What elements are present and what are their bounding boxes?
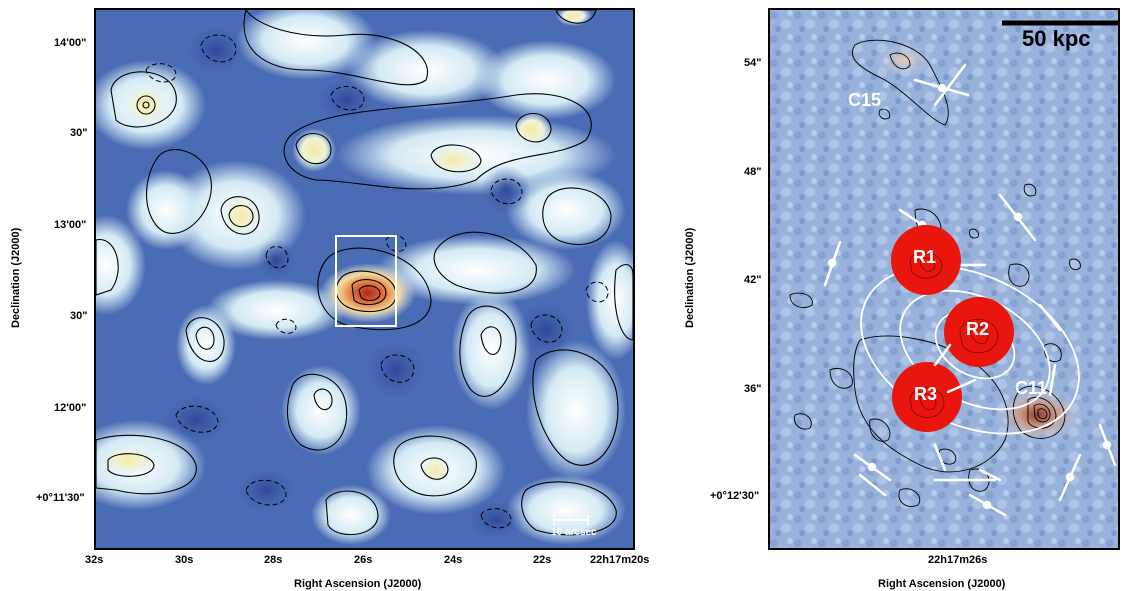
left-y-tick: 13'00": [54, 219, 87, 231]
left-y-axis-label: Declination (J2000): [10, 227, 22, 328]
left-x-axis-label: Right Ascension (J2000): [294, 578, 422, 590]
positive-contours: [96, 10, 633, 536]
emission-blobs: [96, 10, 633, 545]
noise-holes: [161, 25, 576, 540]
left-y-tick: 14'00": [54, 37, 87, 49]
left-y-tick: 30": [70, 310, 88, 322]
right-x-axis-label: Right Ascension (J2000): [878, 578, 1006, 590]
left-y-tick: 30": [70, 127, 88, 139]
right-map-panel: 50 kpc R1 R2 R3 C15 C11: [768, 8, 1120, 550]
right-x-tick: 22h17m26s: [928, 554, 988, 566]
right-y-axis-label: Declination (J2000): [684, 227, 696, 328]
marker-label-r3: R3: [914, 384, 938, 404]
left-x-tick: 22h17m20s: [590, 554, 650, 566]
left-x-tick: 24s: [444, 554, 463, 566]
marker-contours: [909, 251, 999, 418]
source-label-c11: C11: [1015, 378, 1048, 398]
emission-peaks: [98, 10, 592, 484]
left-x-tick: 26s: [354, 554, 373, 566]
marker-label-r1: R1: [913, 247, 937, 267]
negative-contours: [145, 34, 609, 529]
left-map-panel: 10 arcsec: [94, 8, 635, 550]
red-markers: [891, 225, 1014, 432]
left-x-tick: 22s: [533, 554, 552, 566]
source-label-c15: C15: [848, 90, 882, 110]
polarization-vectors: [823, 63, 1117, 517]
right-y-tick: 48": [744, 166, 762, 178]
right-y-tick: +0°12'30": [710, 490, 760, 502]
right-y-tick: 54": [744, 57, 762, 69]
left-map: [96, 10, 633, 548]
left-y-tick: 12'00": [54, 402, 87, 414]
marker-vectors: [933, 343, 977, 394]
left-x-tick: 32s: [85, 554, 104, 566]
right-scalebar-label: 50 kpc: [1022, 26, 1091, 51]
marker-r2: [944, 297, 1014, 367]
right-y-tick: 36": [744, 383, 762, 395]
left-scalebar-label: 10 arcsec: [551, 527, 597, 538]
right-map: [770, 10, 1118, 548]
zoom-region-box: [335, 235, 397, 327]
source-contours: [789, 39, 1081, 507]
left-x-tick: 30s: [175, 554, 194, 566]
marker-r1: [891, 225, 961, 295]
left-y-tick: +0°11'30": [36, 492, 85, 504]
left-x-tick: 28s: [264, 554, 283, 566]
marker-label-r2: R2: [966, 319, 990, 339]
right-y-tick: 42": [744, 274, 762, 286]
marker-r3: [892, 362, 962, 432]
